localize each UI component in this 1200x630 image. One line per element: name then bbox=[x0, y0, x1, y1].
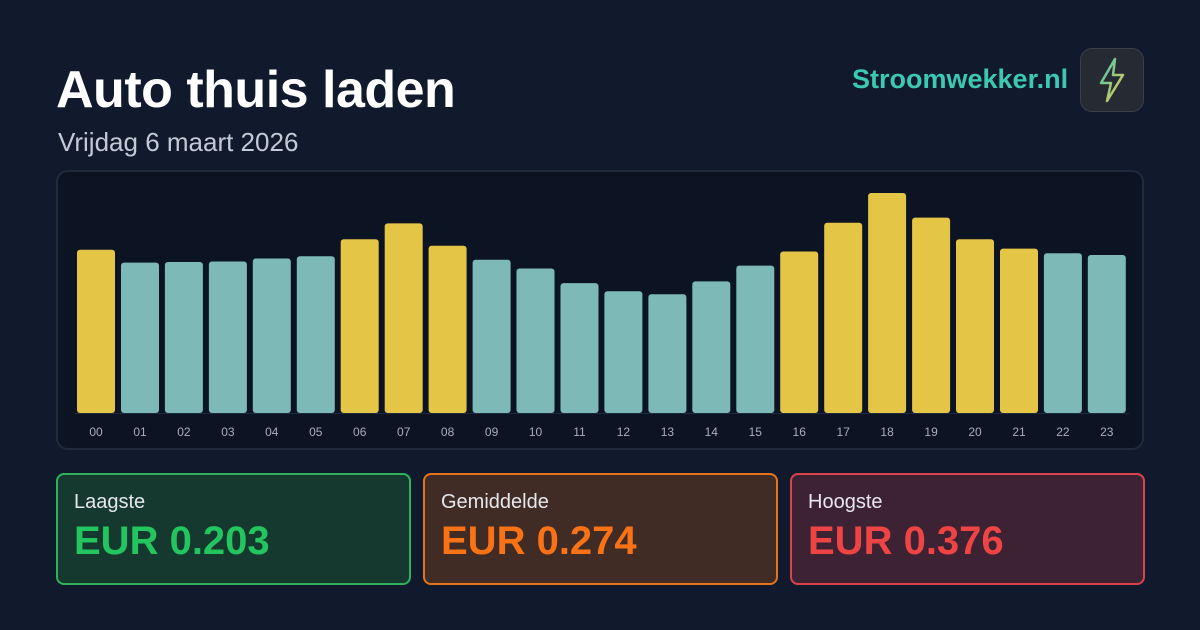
tick-label-05: 05 bbox=[309, 425, 323, 439]
average-price-value: EUR 0.274 bbox=[441, 519, 637, 563]
price-chart: 00 01 02 03 04 05 06 07 08 09 10 11 12 13 14 15 16 17 18 19… bbox=[56, 170, 1144, 450]
tick-label-04: 04 bbox=[265, 425, 279, 439]
tick-label-09: 09 bbox=[485, 425, 499, 439]
tick-label-02: 02 bbox=[177, 425, 191, 439]
tick-label-07: 07 bbox=[397, 425, 411, 439]
tick-label-23: 23 bbox=[1100, 425, 1114, 439]
tick-label-18: 18 bbox=[880, 425, 894, 439]
tick-label-01: 01 bbox=[133, 425, 147, 439]
bar-hour-15 bbox=[736, 265, 775, 413]
bar-hour-04 bbox=[252, 258, 291, 413]
bar-hour-20 bbox=[956, 239, 994, 413]
tick-label-20: 20 bbox=[968, 425, 982, 439]
lowest-price-label: Laagste bbox=[74, 491, 146, 513]
tick-label-13: 13 bbox=[661, 425, 675, 439]
tick-label-14: 14 bbox=[705, 425, 719, 439]
lowest-price-card: Laagste EUR 0.203 bbox=[56, 473, 411, 585]
highest-price-label: Hoogste bbox=[808, 491, 883, 513]
lightning-bolt-icon bbox=[1099, 57, 1125, 103]
bar-hour-21 bbox=[1000, 248, 1038, 413]
price-chart-svg: 00 01 02 03 04 05 06 07 08 09 10 11 12 13 14 15 16 17 18 19… bbox=[75, 193, 1129, 439]
bar-hour-00 bbox=[77, 249, 115, 413]
bar-hour-10 bbox=[516, 268, 555, 413]
tick-label-12: 12 bbox=[617, 425, 631, 439]
lowest-price-value: EUR 0.203 bbox=[74, 519, 270, 563]
tick-label-15: 15 bbox=[749, 425, 763, 439]
bar-hour-05 bbox=[296, 256, 335, 413]
bar-hour-17 bbox=[824, 222, 863, 413]
tick-label-19: 19 bbox=[924, 425, 938, 439]
bar-hour-06 bbox=[340, 239, 379, 413]
bar-hour-01 bbox=[121, 262, 159, 413]
bar-hour-16 bbox=[780, 251, 819, 413]
brand-name[interactable]: Stroomwekker.nl bbox=[852, 64, 1069, 94]
page-title: Auto thuis laden bbox=[56, 61, 456, 119]
bar-hour-22 bbox=[1043, 253, 1082, 413]
highest-price-card: Hoogste EUR 0.376 bbox=[790, 473, 1145, 585]
tick-label-06: 06 bbox=[353, 425, 367, 439]
average-price-card: Gemiddelde EUR 0.274 bbox=[423, 473, 778, 585]
bar-hour-11 bbox=[560, 283, 599, 413]
bar-hour-18 bbox=[868, 193, 907, 413]
average-price-label: Gemiddelde bbox=[441, 491, 549, 513]
tick-label-08: 08 bbox=[441, 425, 455, 439]
bar-hour-14 bbox=[692, 281, 731, 413]
bar-hour-07 bbox=[384, 223, 423, 413]
bar-hour-02 bbox=[164, 262, 203, 413]
page-subtitle: Vrijdag 6 maart 2026 bbox=[58, 127, 299, 157]
highest-price-value: EUR 0.376 bbox=[808, 519, 1004, 563]
tick-label-21: 21 bbox=[1012, 425, 1026, 439]
brand-logo[interactable] bbox=[1080, 48, 1144, 112]
tick-label-00: 00 bbox=[89, 425, 103, 439]
tick-label-11: 11 bbox=[573, 425, 586, 439]
bar-hour-12 bbox=[604, 291, 643, 413]
bar-hour-23 bbox=[1087, 255, 1126, 413]
tick-label-17: 17 bbox=[837, 425, 851, 439]
bar-hour-19 bbox=[912, 217, 951, 413]
bar-hour-08 bbox=[428, 245, 467, 413]
bar-hour-13 bbox=[648, 294, 687, 413]
bar-hour-09 bbox=[472, 259, 511, 413]
bar-hour-03 bbox=[208, 261, 247, 413]
tick-label-16: 16 bbox=[793, 425, 807, 439]
tick-label-22: 22 bbox=[1056, 425, 1070, 439]
tick-label-10: 10 bbox=[529, 425, 543, 439]
tick-label-03: 03 bbox=[221, 425, 235, 439]
